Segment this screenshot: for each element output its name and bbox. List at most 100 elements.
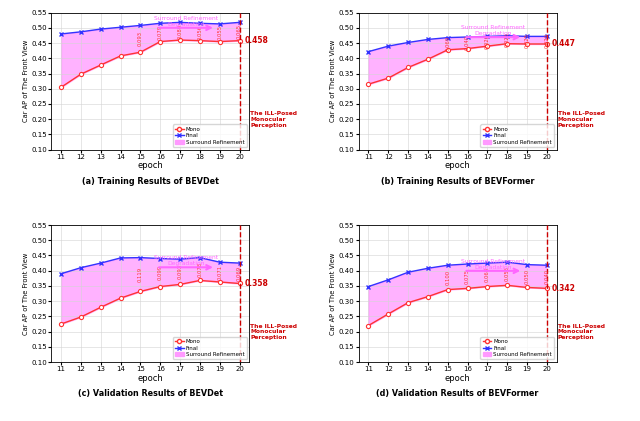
Final <box>484 34 492 39</box>
Text: 0.025: 0.025 <box>505 32 509 47</box>
Mono <box>216 280 223 285</box>
Text: 0.078: 0.078 <box>197 261 202 277</box>
Line: Mono: Mono <box>59 38 242 89</box>
Mono <box>57 85 65 90</box>
Mono <box>77 314 84 320</box>
Text: 0.040: 0.040 <box>465 35 470 51</box>
Text: 0.068: 0.068 <box>485 267 490 282</box>
Final <box>543 34 551 39</box>
Mono <box>504 41 511 46</box>
Mono <box>464 286 472 291</box>
Final <box>176 257 184 262</box>
Text: 0.093: 0.093 <box>177 264 182 279</box>
Final <box>196 255 204 260</box>
Text: 0.358: 0.358 <box>244 279 268 288</box>
X-axis label: epoch: epoch <box>445 161 470 170</box>
Final <box>216 21 223 27</box>
Line: Mono: Mono <box>366 283 549 328</box>
Legend: Mono, Final, Surround Refinement: Mono, Final, Surround Refinement <box>173 337 246 359</box>
Final <box>404 40 412 45</box>
Text: 0.056: 0.056 <box>197 24 202 40</box>
Mono <box>524 285 531 290</box>
Text: Surround Refinement
Degradation: Surround Refinement Degradation <box>154 255 218 266</box>
Text: 0.119: 0.119 <box>138 267 143 282</box>
Text: (d) Validation Results of BEVFormer: (d) Validation Results of BEVFormer <box>376 389 539 398</box>
Mono <box>504 283 511 288</box>
Legend: Mono, Final, Surround Refinement: Mono, Final, Surround Refinement <box>481 337 554 359</box>
Text: 0.075: 0.075 <box>465 269 470 284</box>
Final <box>196 21 204 26</box>
Text: 0.458: 0.458 <box>244 36 268 45</box>
Final <box>156 21 164 26</box>
Text: 0.055: 0.055 <box>217 25 222 40</box>
Mono <box>236 281 243 286</box>
Final <box>424 37 432 42</box>
Final <box>136 255 144 260</box>
Text: (a) Training Results of BEVDet: (a) Training Results of BEVDet <box>82 177 219 186</box>
Y-axis label: Car AP of The Front View: Car AP of The Front View <box>22 253 29 335</box>
Line: Final: Final <box>59 255 242 276</box>
Text: Surround Refinement
Degradation: Surround Refinement Degradation <box>461 259 525 269</box>
Final <box>77 29 84 35</box>
Final <box>504 260 511 265</box>
Mono <box>97 62 104 67</box>
Final <box>404 270 412 275</box>
Text: 0.069: 0.069 <box>445 36 451 51</box>
Mono <box>404 65 412 70</box>
Mono <box>404 300 412 305</box>
Final <box>216 260 223 265</box>
Final <box>97 261 104 266</box>
Text: The ILL-Posed
Monocular
Perception: The ILL-Posed Monocular Perception <box>250 324 298 340</box>
Mono <box>196 38 204 43</box>
Text: 0.040: 0.040 <box>545 269 549 284</box>
Mono <box>524 42 531 47</box>
Mono <box>385 76 392 81</box>
Mono <box>77 72 84 77</box>
Mono <box>444 47 452 52</box>
Text: Surround Refinement
Degradation: Surround Refinement Degradation <box>461 25 525 36</box>
Text: 0.080: 0.080 <box>177 24 182 39</box>
Mono <box>156 284 164 289</box>
Text: 0.065: 0.065 <box>237 24 242 39</box>
Text: 0.093: 0.093 <box>138 31 143 46</box>
Mono <box>116 53 124 59</box>
Final <box>464 261 472 266</box>
Mono <box>97 305 104 310</box>
Mono <box>484 284 492 289</box>
Final <box>97 27 104 32</box>
Final <box>444 35 452 40</box>
Text: 0.055: 0.055 <box>505 266 509 281</box>
Y-axis label: Car AP of The Front View: Car AP of The Front View <box>330 40 336 122</box>
Mono <box>136 289 144 294</box>
Mono <box>176 37 184 43</box>
Final <box>504 33 511 38</box>
Mono <box>385 312 392 317</box>
Text: The ILL-Posed
Monocular
Perception: The ILL-Posed Monocular Perception <box>250 111 298 128</box>
X-axis label: epoch: epoch <box>445 373 470 383</box>
X-axis label: epoch: epoch <box>138 373 163 383</box>
Text: 0.069: 0.069 <box>237 266 242 281</box>
Mono <box>444 287 452 292</box>
Mono <box>424 57 432 62</box>
Text: 0.025: 0.025 <box>525 32 529 48</box>
Mono <box>424 294 432 299</box>
Final <box>444 263 452 268</box>
Final <box>365 284 372 289</box>
Y-axis label: Car AP of The Front View: Car AP of The Front View <box>330 253 336 335</box>
Text: 0.100: 0.100 <box>445 270 451 285</box>
Final <box>236 261 243 266</box>
Final <box>176 20 184 25</box>
Text: 0.079: 0.079 <box>157 25 163 40</box>
Mono <box>136 50 144 55</box>
Final <box>57 32 65 37</box>
Text: 0.447: 0.447 <box>552 40 576 48</box>
Final <box>365 49 372 54</box>
X-axis label: epoch: epoch <box>138 161 163 170</box>
Text: Surround Refinement
Degradation: Surround Refinement Degradation <box>154 16 218 27</box>
Text: (c) Validation Results of BEVDet: (c) Validation Results of BEVDet <box>78 389 223 398</box>
Final <box>424 266 432 271</box>
Final <box>77 265 84 270</box>
Mono <box>365 323 372 328</box>
Final <box>385 44 392 49</box>
Final <box>464 35 472 40</box>
